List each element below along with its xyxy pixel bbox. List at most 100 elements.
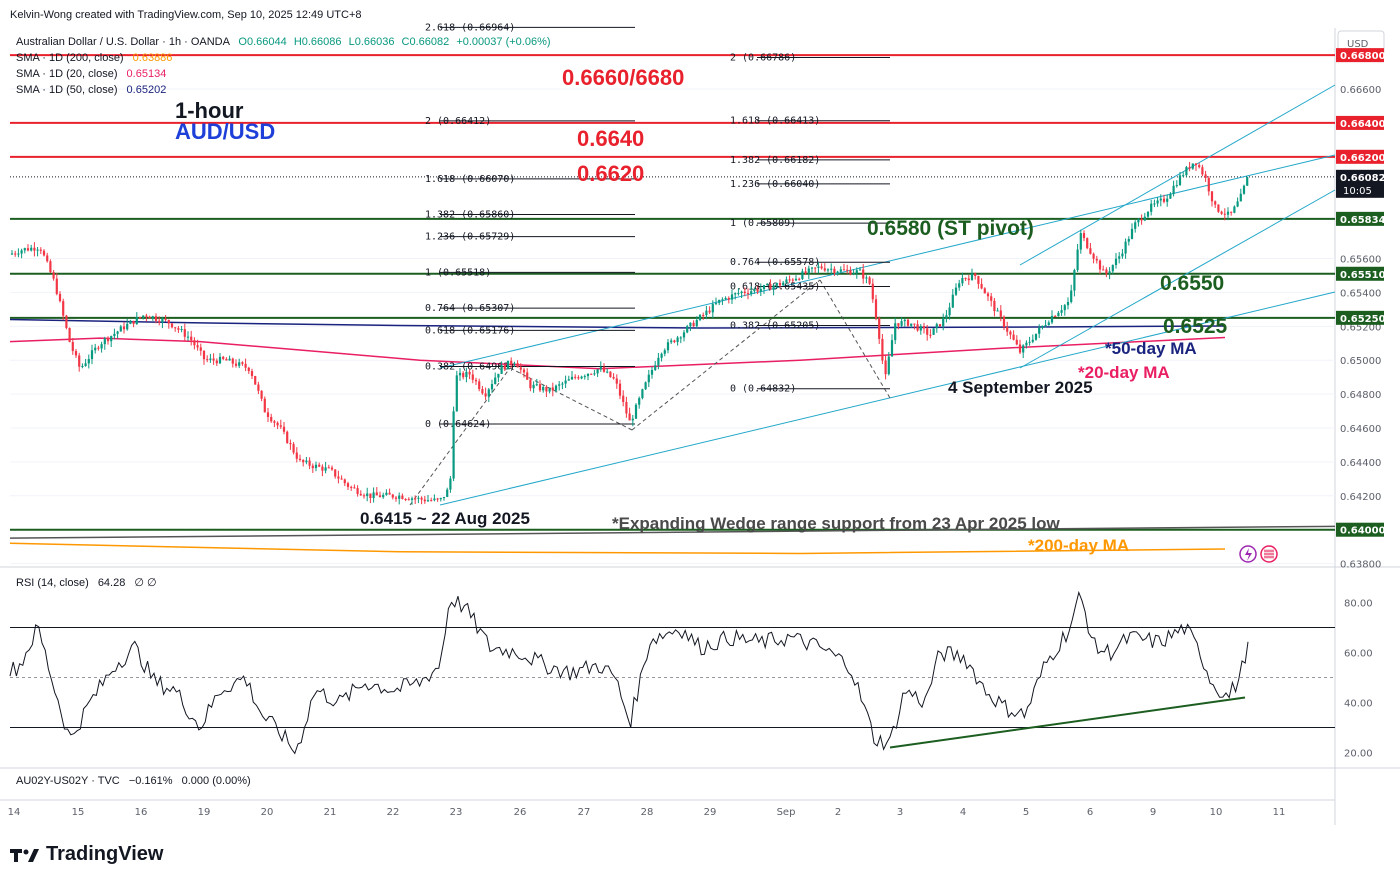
candle-body (436, 498, 439, 500)
annotation-6: *50-day MA (1105, 339, 1197, 358)
candle-body (1217, 204, 1220, 212)
candle-body (385, 492, 388, 495)
candle-body (30, 247, 33, 251)
fib-label-11: 1.618 (0.66413) (730, 116, 820, 127)
candle-body (615, 378, 618, 384)
candle-body (858, 269, 862, 271)
horizontal-levels (10, 54, 1335, 531)
x-tick-12: Sep (777, 807, 796, 818)
candle-body (602, 367, 606, 372)
channel-line-1[interactable] (439, 154, 1336, 369)
rsi-trendline[interactable] (889, 696, 1246, 749)
candle-body (983, 288, 986, 294)
candle-body (1070, 290, 1073, 302)
candle-body (94, 347, 97, 351)
candle-body (1073, 270, 1076, 291)
candle-body (65, 315, 68, 328)
candle-body (462, 372, 465, 378)
candle-body (788, 279, 791, 281)
candle-body (874, 299, 878, 319)
price-axis[interactable]: 0.66600 0.65600 0.65400 0.65200 0.65000 0.648… (1336, 48, 1386, 571)
candle-body (503, 365, 506, 370)
candle-body (212, 358, 215, 361)
candle-body (510, 360, 513, 365)
candle-body (164, 318, 167, 320)
x-tick-10: 28 (641, 807, 654, 818)
rsi-tick-0: 80.00 (1344, 599, 1373, 610)
candle-body (881, 338, 884, 361)
candle-body (199, 347, 202, 351)
candle-body (350, 486, 353, 488)
candle-body (353, 487, 356, 489)
annotation-0: 0.6660/6680 (562, 65, 684, 90)
candle-body (500, 365, 503, 374)
candle-body (759, 289, 762, 292)
candle-body (935, 324, 938, 329)
candle-body (1044, 324, 1047, 326)
swing-line-2 (631, 279, 821, 431)
fib-label-2: 1.618 (0.66070) (425, 174, 515, 185)
candle-body (1226, 211, 1230, 215)
candle-body (1223, 213, 1226, 215)
candle-body (714, 303, 718, 305)
candle-body (807, 268, 810, 274)
candle-body (538, 384, 542, 391)
chart-title-line2: AUD/USD (175, 119, 275, 144)
candle-body (225, 359, 228, 361)
candle-body (340, 478, 343, 480)
fib-label-4: 1.236 (0.65729) (425, 232, 515, 243)
candle-body (708, 310, 711, 313)
candle-body (894, 323, 897, 341)
candle-body (298, 458, 302, 460)
candle-body (423, 499, 426, 502)
tradingview-brand[interactable]: TradingView (10, 843, 163, 866)
time-axis[interactable]: 14 15 16 19 20 21 22 23 26 27 28 29 Sep 2 3 4 5 6 9 10 11 (8, 807, 1286, 818)
candle-body (90, 350, 94, 360)
candle-body (286, 431, 289, 444)
candle-body (33, 247, 36, 251)
candle-body (705, 310, 708, 316)
candle-body (1143, 216, 1146, 221)
candle-body (138, 317, 142, 319)
candle-body (548, 387, 551, 392)
candle-body (449, 478, 452, 490)
candle-body (302, 459, 305, 463)
fib-label-5: 1 (0.65518) (425, 267, 491, 278)
candle-body (692, 322, 695, 327)
channel-line-2[interactable] (1019, 84, 1336, 266)
candle-body (919, 326, 922, 331)
candle-body (970, 273, 974, 281)
candle-body (446, 489, 449, 497)
candle-body (17, 253, 20, 255)
candle-body (142, 315, 145, 318)
candle-body (1153, 203, 1156, 205)
candle-body (1201, 167, 1204, 175)
candle-body (266, 412, 270, 417)
candle-body (100, 344, 103, 349)
candle-body (366, 493, 369, 497)
candle-body (506, 360, 510, 370)
candle-body (1156, 200, 1159, 204)
candle-body (532, 384, 535, 389)
candle-body (660, 353, 663, 358)
candle-body (679, 337, 682, 339)
candle-body (1015, 339, 1018, 345)
candle-body (487, 389, 490, 397)
candle-body (238, 362, 241, 366)
candle-body (1105, 269, 1108, 274)
candle-body (311, 465, 314, 469)
channel-line-3[interactable] (1019, 189, 1336, 369)
candle-body (583, 376, 586, 378)
candle-body (135, 317, 138, 325)
candle-body (1057, 312, 1060, 317)
candle-body (1191, 163, 1194, 169)
candle-body (906, 319, 910, 326)
channel-line-0[interactable] (439, 291, 1336, 506)
price-label-1: 0.66400 (1340, 119, 1386, 130)
candle-body (730, 294, 734, 300)
fib-label-8: 0.382 (0.64963) (425, 361, 515, 372)
symbol-legend[interactable]: Australian Dollar / U.S. Dollar · 1h · O… (16, 36, 551, 96)
candle-body (948, 307, 951, 316)
candle-body (74, 350, 78, 356)
